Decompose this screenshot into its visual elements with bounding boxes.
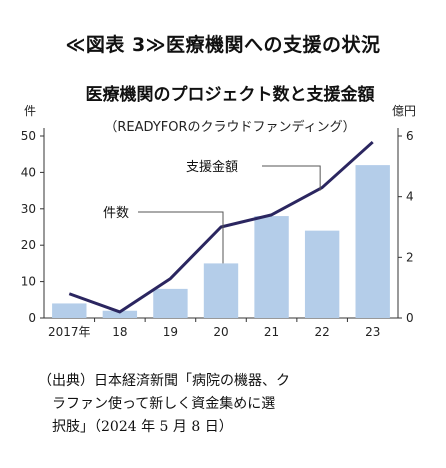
bar — [254, 216, 289, 318]
x-tick-label: 21 — [264, 325, 279, 339]
amount-callout-line — [262, 165, 321, 191]
left-tick-label: 10 — [21, 275, 36, 289]
right-tick-label: 2 — [406, 250, 414, 264]
bar — [52, 303, 87, 318]
source-line-1: （出典）日本経済新聞「病院の機器、ク — [38, 373, 290, 389]
amount-callout-label: 支援金額 — [186, 159, 238, 175]
x-tick-label: 20 — [213, 325, 228, 339]
source-line-3: 択肢」（2024 年 5 月 8 日） — [52, 419, 233, 435]
x-tick-label: 2017年 — [48, 325, 91, 339]
left-tick-label: 40 — [21, 165, 36, 179]
chart-subtitle: （READYFORのクラウドファンディング） — [104, 120, 356, 135]
source-line-2: ラファン使って新しく資金集めに選 — [52, 396, 276, 412]
count-callout-label: 件数 — [103, 206, 129, 221]
left-axis-unit: 件 — [24, 104, 36, 118]
bar — [304, 230, 340, 318]
left-tick-label: 20 — [21, 238, 36, 252]
left-tick-label: 0 — [28, 311, 36, 325]
bar — [153, 288, 188, 318]
right-tick-label: 0 — [406, 311, 414, 325]
right-tick-label: 4 — [406, 190, 414, 204]
bar — [355, 165, 390, 318]
count-callout-line — [138, 211, 224, 264]
x-tick-label: 19 — [163, 325, 178, 339]
x-tick-label: 18 — [112, 325, 127, 339]
source-note: （出典）日本経済新聞「病院の機器、ク ラファン使って新しく資金集めに選 択肢」（… — [38, 370, 398, 439]
bar — [102, 310, 138, 318]
x-tick-label: 23 — [365, 325, 380, 339]
figure-title: ≪図表 3≫医療機関への支援の状況 — [65, 34, 381, 56]
left-tick-label: 30 — [21, 202, 36, 216]
x-tick-label: 22 — [315, 325, 330, 339]
bar — [203, 263, 239, 318]
chart-title: 医療機関のプロジェクト数と支援金額 — [85, 85, 375, 105]
left-tick-label: 50 — [21, 129, 36, 143]
right-axis-unit: 億円 — [392, 104, 416, 118]
right-tick-label: 6 — [406, 129, 414, 143]
